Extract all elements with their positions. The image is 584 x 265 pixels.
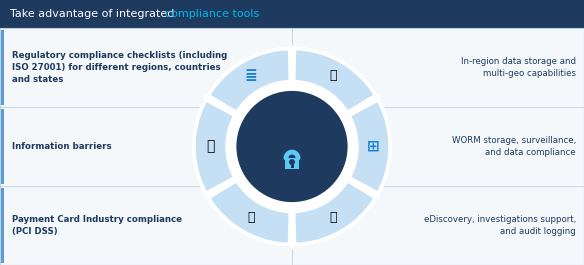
Text: 🔧: 🔧: [329, 211, 336, 224]
Text: Information barriers: Information barriers: [12, 142, 112, 151]
Bar: [0, 0, 584, 28]
Wedge shape: [349, 100, 390, 193]
Bar: [0, 28, 584, 265]
Text: WORM storage, surveillance,
and data compliance: WORM storage, surveillance, and data com…: [452, 136, 576, 157]
Circle shape: [235, 90, 349, 204]
Circle shape: [227, 82, 357, 211]
Text: 📄: 📄: [248, 211, 255, 224]
Bar: [0, 188, 4, 263]
Text: ⊞: ⊞: [367, 139, 380, 154]
Wedge shape: [208, 180, 290, 245]
Bar: [0, 28, 584, 265]
Wedge shape: [294, 48, 376, 113]
Wedge shape: [208, 48, 290, 113]
Bar: [285, 158, 299, 169]
Text: 📍: 📍: [206, 139, 215, 153]
Wedge shape: [294, 180, 376, 245]
Text: 🗄: 🗄: [329, 69, 336, 82]
Text: ≣: ≣: [245, 68, 258, 83]
Bar: [290, 163, 294, 167]
Text: Take advantage of integrated: Take advantage of integrated: [10, 9, 178, 19]
Bar: [0, 30, 4, 105]
Circle shape: [192, 46, 392, 246]
Wedge shape: [194, 100, 235, 193]
Text: In-region data storage and
multi-geo capabilities: In-region data storage and multi-geo cap…: [461, 57, 576, 78]
Circle shape: [289, 159, 295, 165]
Text: Payment Card Industry compliance
(PCI DSS): Payment Card Industry compliance (PCI DS…: [12, 215, 182, 236]
Bar: [0, 109, 4, 184]
Text: eDiscovery, investigations support,
and audit logging: eDiscovery, investigations support, and …: [424, 215, 576, 236]
Text: Regulatory compliance checklists (including
ISO 27001) for different regions, co: Regulatory compliance checklists (includ…: [12, 51, 227, 85]
Text: compliance tools: compliance tools: [165, 9, 259, 19]
